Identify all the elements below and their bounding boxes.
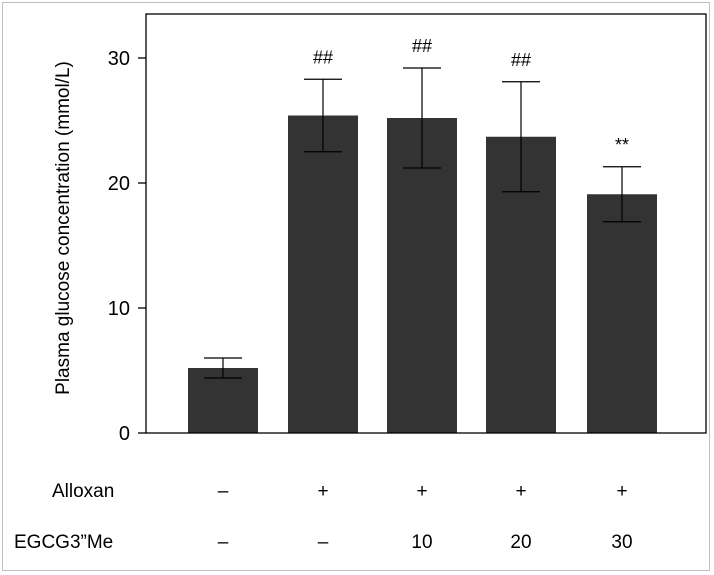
y-tick-label: 10 (108, 298, 130, 320)
row-value: – (218, 481, 229, 502)
significance-label: ## (412, 36, 432, 56)
row-value: + (317, 481, 328, 502)
bars (188, 115, 657, 433)
significance-annotations: ## ## ## ** (313, 36, 629, 155)
y-tick-label: 20 (108, 173, 130, 195)
error-bars (204, 67, 641, 379)
y-tick-label: 0 (119, 423, 130, 445)
row-value: + (515, 481, 526, 502)
row-label: EGCG3”Me (14, 532, 113, 553)
row-value: 20 (510, 532, 531, 553)
significance-label: ## (511, 50, 531, 70)
bar (188, 368, 258, 433)
bar (288, 115, 358, 433)
row-value: 10 (411, 532, 432, 553)
significance-label: ## (313, 47, 333, 67)
row-label: Alloxan (52, 481, 114, 502)
row-value: – (318, 532, 329, 553)
y-tick-label: 30 (108, 48, 130, 70)
row-value: + (416, 481, 427, 502)
treatment-table: Alloxan – + + + + EGCG3”Me – – 10 20 30 (14, 481, 633, 553)
y-axis-title: Plasma glucose concentration (mmol/L) (53, 61, 74, 395)
row-value: 30 (611, 532, 632, 553)
plot-area-frame (145, 13, 707, 434)
bar (587, 194, 657, 433)
significance-label: ** (615, 135, 629, 155)
bar (387, 118, 457, 433)
row-value: – (218, 532, 229, 553)
row-value: + (616, 481, 627, 502)
y-axis-ticks: 0 10 20 30 (108, 48, 146, 445)
